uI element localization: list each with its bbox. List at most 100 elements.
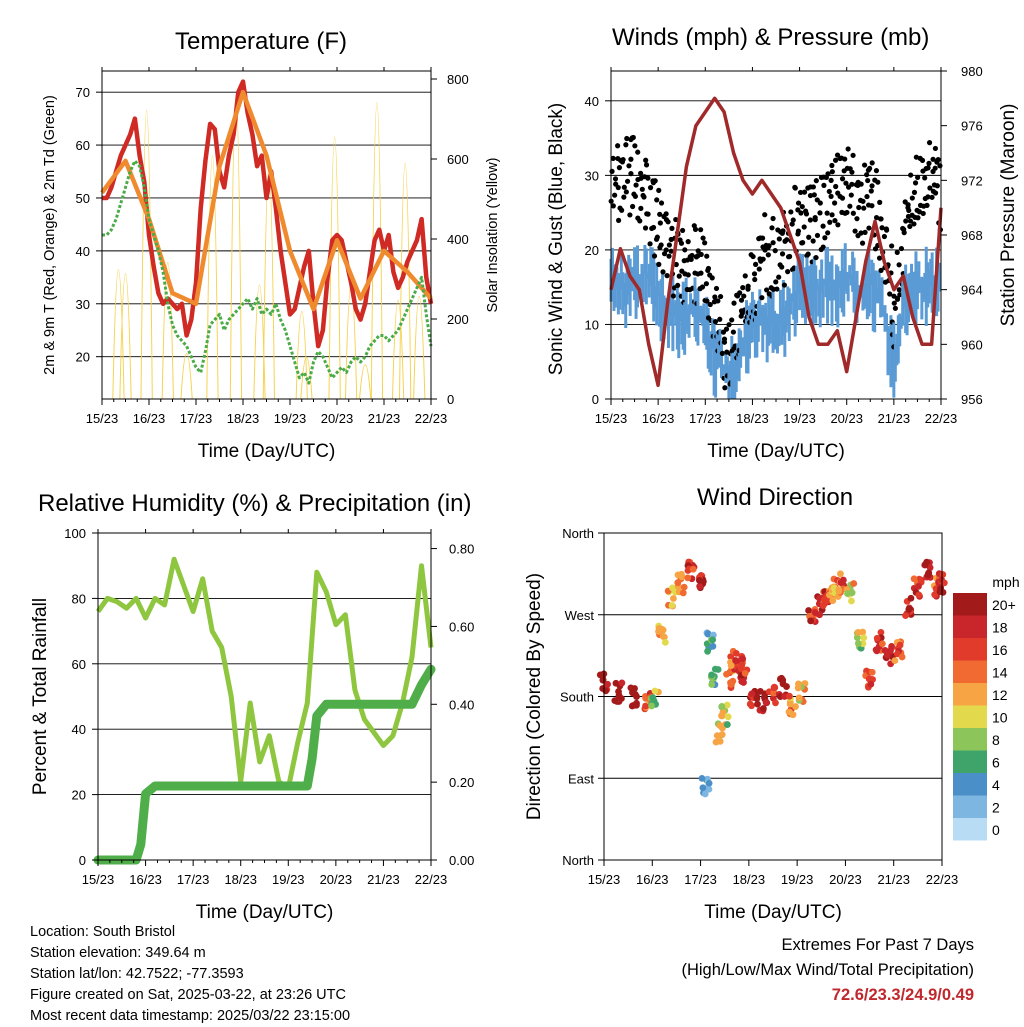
x-axis-label: Time (Day/UTC) <box>198 441 336 462</box>
gust-point <box>907 218 914 224</box>
gust-point <box>926 140 933 146</box>
gust-point <box>637 218 643 224</box>
direction-point <box>887 647 894 655</box>
direction-point <box>854 640 862 647</box>
gust-point <box>698 251 704 258</box>
gust-point <box>935 157 941 163</box>
solar-insolation-spike <box>300 357 313 400</box>
y-tick-label: 70 <box>76 85 90 100</box>
gust-point <box>932 165 938 171</box>
gust-point <box>897 292 903 298</box>
gust-point <box>656 261 662 267</box>
x-tick-label: 20/23 <box>321 411 354 426</box>
x-axis-label: Time (Day/UTC) <box>196 902 334 923</box>
gust-point <box>901 230 907 236</box>
gust-point <box>760 256 766 262</box>
gust-point <box>770 240 776 246</box>
temperature-series-line <box>102 159 433 385</box>
direction-point <box>868 668 876 676</box>
gust-point <box>619 207 625 213</box>
gust-point <box>873 168 880 174</box>
gust-point <box>632 143 638 149</box>
legend-label: 0 <box>992 822 1000 838</box>
gust-point <box>828 193 834 199</box>
gust-point <box>766 243 772 249</box>
direction-point <box>732 657 740 664</box>
gust-point <box>612 176 619 182</box>
gust-point <box>738 297 745 303</box>
gust-point <box>638 205 644 211</box>
direction-point <box>770 689 777 697</box>
gust-point <box>612 192 618 198</box>
gust-point <box>911 221 917 227</box>
gust-point <box>712 294 718 300</box>
x-tick-label: 15/23 <box>82 872 115 887</box>
gust-point <box>848 192 854 198</box>
direction-point <box>651 687 659 695</box>
legend-title: mph <box>992 574 1019 590</box>
gust-point <box>647 241 653 247</box>
direction-point <box>893 650 901 658</box>
direction-point <box>718 703 726 710</box>
gust-point <box>638 170 644 176</box>
gust-point <box>894 296 901 302</box>
gust-point <box>633 182 639 188</box>
gust-point <box>869 203 875 209</box>
info-elevation: Station elevation: 349.64 m <box>30 945 206 961</box>
gust-point <box>876 255 883 261</box>
direction-point <box>599 672 607 680</box>
legend-swatch <box>953 638 987 661</box>
gust-point <box>717 316 723 322</box>
gust-point <box>820 244 826 250</box>
y-right-tick-label: 960 <box>961 337 983 352</box>
gust-point <box>850 152 856 158</box>
direction-point <box>819 602 827 610</box>
gust-point <box>756 266 762 272</box>
x-tick-label: 16/23 <box>133 411 166 426</box>
gust-point <box>798 210 804 216</box>
gust-point <box>906 207 912 214</box>
gust-point <box>889 243 895 249</box>
gust-point <box>829 162 835 169</box>
gust-point <box>781 282 788 288</box>
extremes-box: Extremes For Past 7 Days (High/Low/Max W… <box>681 933 974 1008</box>
info-latlon: Station lat/lon: 42.7522; -77.3593 <box>30 966 244 982</box>
gust-point <box>864 172 870 178</box>
x-tick-label: 18/23 <box>224 872 257 887</box>
gust-point <box>623 142 629 148</box>
gust-point <box>912 180 919 186</box>
gust-point <box>707 301 713 308</box>
y-tick-label: 60 <box>72 657 86 672</box>
x-axis-label: Time (Day/UTC) <box>707 441 845 462</box>
direction-point <box>915 582 922 590</box>
solar-insolation-spike <box>206 155 219 400</box>
direction-point <box>792 703 799 710</box>
direction-point <box>674 579 682 587</box>
gust-point <box>680 227 686 234</box>
direction-point <box>816 611 823 619</box>
gust-point <box>610 155 616 161</box>
x-tick-label: 21/23 <box>368 411 401 426</box>
gust-point <box>616 217 622 223</box>
direction-point <box>615 691 623 699</box>
gust-point <box>865 177 871 184</box>
gust-point <box>884 227 890 233</box>
gust-point <box>915 215 921 221</box>
gust-point <box>854 216 860 222</box>
direction-point <box>719 708 727 716</box>
gust-point <box>654 197 660 203</box>
direction-point <box>835 586 843 594</box>
x-tick-label: 18/23 <box>227 411 260 426</box>
direction-point <box>723 721 731 728</box>
y-tick-label: 50 <box>76 191 90 206</box>
gust-point <box>924 202 930 208</box>
y-right-tick-label: 0.20 <box>449 775 474 790</box>
gust-point <box>849 181 855 187</box>
gust-point <box>657 220 663 226</box>
direction-point <box>679 589 687 597</box>
direction-point <box>905 605 913 613</box>
x-tick-label: 20/23 <box>320 872 353 887</box>
direction-point <box>633 701 640 709</box>
gust-point <box>656 187 662 193</box>
gust-point <box>845 146 851 152</box>
